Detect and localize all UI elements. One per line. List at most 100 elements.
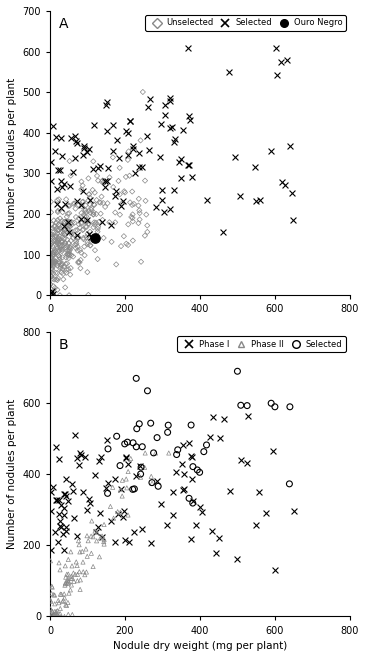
Point: [122, 188, 128, 198]
Point: [54, 228, 60, 239]
Point: [50, 232, 56, 242]
Point: [67, 249, 72, 259]
Point: [57, 252, 63, 263]
Point: [81, 143, 87, 153]
Point: [53, 217, 59, 228]
Point: [85, 216, 90, 226]
Point: [91, 119, 97, 130]
Point: [101, 177, 107, 188]
Point: [146, 145, 152, 155]
Point: [65, 495, 71, 506]
Point: [112, 473, 117, 484]
Point: [71, 217, 77, 228]
Point: [56, 557, 62, 568]
Point: [102, 201, 108, 212]
Point: [62, 225, 68, 236]
Point: [63, 194, 69, 205]
Point: [59, 240, 65, 251]
Point: [48, 271, 53, 282]
Point: [170, 486, 176, 497]
Point: [51, 290, 57, 301]
Point: [133, 373, 139, 384]
Point: [145, 386, 150, 396]
Point: [72, 569, 78, 580]
Point: [90, 209, 96, 220]
Point: [83, 567, 89, 577]
Point: [268, 398, 274, 409]
Point: [99, 216, 105, 227]
Point: [58, 227, 64, 238]
Point: [57, 263, 63, 274]
Point: [61, 221, 67, 232]
Point: [48, 253, 54, 264]
Point: [49, 286, 55, 297]
Point: [53, 274, 59, 285]
Point: [48, 505, 54, 516]
Point: [55, 207, 61, 217]
Point: [78, 449, 83, 460]
Point: [57, 262, 63, 272]
Point: [101, 536, 107, 547]
Point: [65, 597, 71, 608]
Point: [48, 239, 54, 249]
Point: [84, 530, 90, 541]
Point: [48, 232, 54, 242]
Point: [90, 532, 96, 542]
Point: [48, 555, 53, 566]
Point: [54, 247, 60, 258]
Point: [90, 222, 96, 233]
Point: [87, 195, 93, 205]
Point: [167, 122, 173, 133]
Point: [117, 461, 123, 471]
Point: [59, 246, 65, 257]
Point: [74, 138, 80, 148]
Point: [82, 205, 88, 215]
Point: [127, 115, 133, 126]
Point: [143, 195, 149, 206]
Point: [48, 257, 53, 268]
Point: [56, 611, 62, 622]
Point: [86, 206, 92, 216]
Point: [227, 486, 232, 497]
Point: [67, 156, 72, 166]
Point: [105, 198, 111, 209]
Point: [190, 461, 196, 472]
Point: [101, 534, 107, 545]
Point: [64, 216, 70, 227]
Point: [130, 143, 136, 154]
Point: [64, 569, 70, 580]
Point: [280, 177, 285, 188]
Point: [96, 216, 102, 227]
Point: [71, 199, 76, 209]
Point: [96, 455, 102, 466]
Point: [144, 131, 150, 141]
Point: [49, 243, 55, 254]
Point: [87, 192, 93, 203]
Point: [95, 226, 101, 237]
Point: [50, 247, 56, 258]
Point: [58, 236, 64, 246]
Point: [53, 611, 59, 622]
Point: [50, 611, 56, 622]
Point: [104, 435, 110, 445]
Point: [61, 216, 67, 227]
Point: [167, 204, 173, 215]
Point: [69, 217, 75, 228]
Point: [48, 267, 54, 278]
Point: [65, 217, 71, 228]
Point: [105, 163, 111, 173]
Point: [86, 143, 92, 154]
Point: [81, 486, 86, 497]
Point: [65, 209, 71, 219]
Point: [97, 508, 103, 519]
Point: [213, 547, 219, 558]
Point: [112, 536, 118, 547]
Point: [62, 561, 68, 571]
Point: [290, 215, 295, 226]
Point: [137, 418, 142, 429]
Point: [66, 264, 71, 274]
Point: [55, 273, 61, 284]
Point: [54, 241, 60, 252]
Point: [66, 248, 72, 259]
Point: [268, 146, 274, 157]
